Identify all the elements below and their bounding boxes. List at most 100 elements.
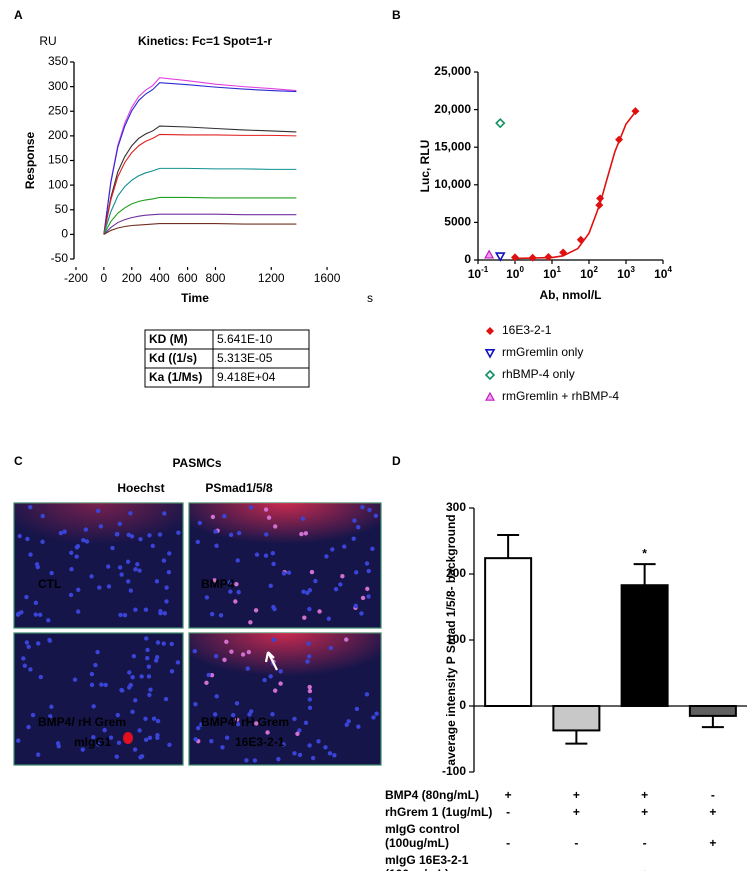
nucleus (103, 682, 108, 688)
nucleus (40, 513, 45, 519)
nucleus (300, 516, 306, 521)
nucleus (143, 716, 148, 721)
data-point (495, 118, 506, 129)
x-tick-label: 101 (543, 265, 561, 281)
nucleus (234, 717, 240, 722)
nucleus (147, 533, 152, 538)
nucleus (364, 561, 370, 566)
nucleus (227, 580, 232, 585)
nucleus (373, 513, 379, 519)
table-text: Ka (1/Ms) (149, 370, 202, 384)
x-tick-label: 104 (654, 265, 672, 281)
nucleus (129, 534, 135, 539)
nucleus (218, 613, 224, 618)
x-tick-base: 10 (617, 267, 631, 281)
nucleus (162, 611, 168, 616)
nucleus (106, 584, 112, 589)
nucleus (68, 592, 74, 598)
nucleus (278, 681, 283, 686)
nucleus (307, 606, 312, 612)
nucleus (19, 610, 24, 615)
data-point (615, 135, 624, 144)
nucleus (108, 735, 114, 740)
x-tick-label: 1600 (314, 271, 341, 285)
nucleus (271, 561, 276, 567)
treatment-sign: + (641, 867, 648, 871)
nucleus (338, 582, 343, 587)
x-tick-label: 1200 (258, 271, 285, 285)
y-tick-label: 0 (459, 698, 466, 712)
nucleus (248, 505, 254, 510)
nucleus (128, 588, 134, 593)
y-tick-label: 350 (48, 54, 68, 68)
y-tick-label: 150 (48, 153, 68, 167)
nucleus (367, 507, 372, 513)
nucleus (307, 705, 313, 711)
nucleus (233, 599, 238, 604)
legend-marker (484, 391, 496, 401)
treatment-label: (100ug/mL) (385, 867, 449, 871)
y-tick-label: 0 (61, 227, 68, 241)
nucleus (128, 682, 133, 688)
nucleus (306, 654, 312, 659)
nucleus (222, 657, 227, 663)
treatment-sign: - (506, 867, 510, 871)
treatment-label: mIgG 16E3-2-1 (385, 853, 469, 867)
nucleus (144, 636, 149, 641)
x-tick-label: 103 (617, 265, 635, 281)
x-tick-base: 10 (506, 267, 520, 281)
nucleus (21, 656, 26, 661)
nucleus (38, 674, 43, 680)
x-tick-base: 10 (654, 267, 668, 281)
nucleus (245, 666, 250, 671)
nucleus (272, 524, 278, 529)
nucleus (161, 558, 167, 563)
nucleus (307, 588, 313, 593)
nucleus (80, 747, 85, 752)
nucleus (154, 655, 160, 660)
nucleus (16, 738, 21, 743)
nucleus (37, 612, 43, 618)
data-point (631, 107, 640, 116)
nucleus (46, 618, 51, 623)
nucleus (95, 649, 100, 655)
nucleus (145, 647, 150, 653)
condition-label: 16E3-2-1 (235, 735, 285, 749)
nucleus (196, 725, 201, 731)
nucleus (117, 565, 123, 570)
y-tick-label: 200 (446, 566, 466, 580)
nucleus (272, 688, 278, 693)
nucleus (356, 525, 361, 530)
nucleus (228, 589, 233, 594)
x-tick-label: 400 (150, 271, 170, 285)
nucleus (374, 711, 379, 716)
nucleus (91, 704, 96, 709)
nucleus (69, 567, 74, 572)
sensorgram-line (103, 77, 297, 235)
nucleus (234, 581, 239, 587)
y-axis-label: average intensity P Smad 1/5/8- backgrou… (444, 514, 458, 765)
data-point (559, 248, 568, 257)
bar (484, 557, 533, 707)
x-axis-label: Time (181, 291, 209, 305)
nucleus (127, 670, 132, 675)
nucleus (147, 735, 153, 741)
nucleus (360, 595, 366, 601)
signal-glow (14, 503, 183, 572)
x-tick-label: 102 (580, 265, 598, 281)
nucleus (145, 656, 150, 661)
nucleus (272, 606, 277, 612)
nucleus (224, 639, 229, 645)
x-tick-label: 800 (205, 271, 225, 285)
nucleus (310, 755, 316, 761)
nucleus (316, 739, 321, 744)
y-tick-label: 100 (446, 632, 466, 646)
nucleus (247, 712, 252, 717)
nucleus (117, 521, 123, 527)
data-point (484, 249, 495, 259)
data-point (544, 252, 553, 261)
nucleus (91, 735, 96, 740)
nucleus (30, 712, 36, 718)
nucleus (317, 609, 322, 614)
nucleus (47, 637, 52, 643)
